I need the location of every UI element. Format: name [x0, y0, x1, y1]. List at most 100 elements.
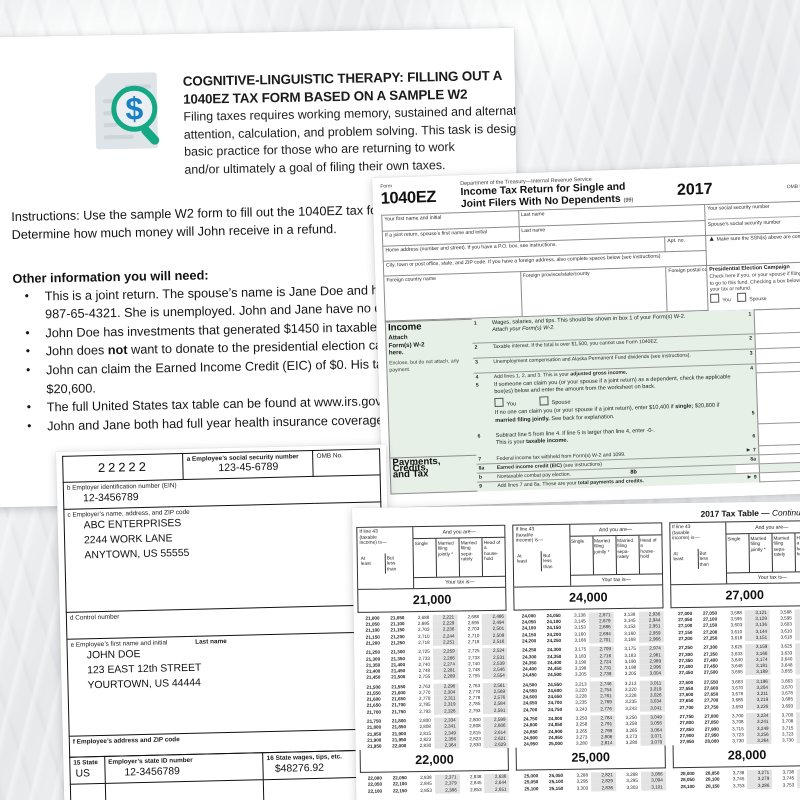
line-2-amount[interactable] [754, 330, 800, 349]
tax-header-mfs: Married filing sepa-rately [616, 535, 640, 575]
presidential-election-campaign[interactable]: Presidential Election Campaign Check her… [706, 261, 800, 312]
tax-table-columns: If line 43 (taxable income) is— At least But l… [356, 520, 800, 795]
tax-table-rows: 27,00027,0503,5883,1213,5883,38627,05027… [670, 606, 800, 745]
line-5-text: If someone can claim you (or your spouse… [492, 373, 735, 432]
document-magnifier-dollar-icon: $ [94, 68, 173, 153]
tax-table-band-heading: 28,000 [672, 743, 800, 769]
line-2-no: 2 [472, 342, 492, 358]
line-5-spouse-checkbox[interactable] [539, 396, 549, 406]
field-foreign-country[interactable]: Foreign country name [383, 271, 522, 321]
pec-spouse-label: Spouse [749, 296, 767, 303]
hero-block: $ COGNITIVE-LINGUISTIC THERAPY: FILLING … [50, 40, 523, 181]
tax-header-but-less-than: But less than [386, 555, 397, 572]
tax-header-single: Single [726, 534, 750, 573]
tax-table-band-heading: 27,000 [669, 583, 800, 609]
form-1040ez-identity-table: Your first name and initial Last name Yo… [381, 200, 800, 323]
tax-header-but-less-than: But less than [543, 552, 553, 569]
line-5-you-label: You [506, 401, 517, 408]
pec-you-checkbox[interactable] [710, 293, 720, 303]
tax-table-band-heading: 22,000 [359, 747, 510, 774]
tax-table-rows: 22,000 22,050 2,838 2,371 2,838 2,636 22,050 22… [360, 771, 510, 795]
tax-header-ifline: If line 43 (taxable income) is— At least But l… [513, 524, 571, 587]
form-number: 1040EZ [380, 187, 437, 208]
tax-year: 2017 [676, 180, 713, 199]
line-2-ref: 2 [731, 333, 755, 350]
tax-table-sheet: 2017 Tax Table — Continued If line 43 (ta… [352, 501, 800, 800]
line-5-spouse-label: Spouse [551, 399, 571, 407]
w2-state-value: US [75, 768, 91, 780]
income-section-label: Income Attach Form(s) W-2 here. Enclose,… [385, 319, 477, 459]
tax-header-and-you-are: And you are— Single Married filing jointly *… [413, 525, 506, 589]
field-apt-no[interactable]: Apt. no. [664, 235, 707, 252]
line-5-ref: 5 [751, 410, 755, 417]
tax-table-band-heading: 24,000 [513, 585, 664, 611]
tax-table-band-heading: 21,000 [357, 587, 507, 613]
pec-spouse-checkbox[interactable] [737, 292, 747, 302]
form-1040ez-income-table: Income Attach Form(s) W-2 here. Enclose,… [384, 306, 800, 495]
w2-box-e[interactable]: e Employee’s first name and initial Last… [66, 631, 387, 737]
tax-table-column: If line 43 (taxable income) is— At least But l… [512, 522, 666, 793]
line-9-amount[interactable] [759, 470, 800, 483]
tax-header-mfj: Married filing jointly * [749, 533, 773, 573]
ssn-warning-block: ▲ Make sure the SSN(s) above are correct… [705, 231, 800, 266]
omb-number: OMB No. 1545-0074 [786, 183, 800, 191]
line-5-amount[interactable] [755, 369, 800, 424]
form-w2-state-table: 15 State US Employer’s state ID number 1… [69, 749, 389, 800]
w2-state-id[interactable]: Employer’s state ID number 12-3456789 [104, 752, 264, 784]
w2-box-15-state[interactable]: 15 State US [69, 756, 106, 785]
form-1040ez: Form 1040EZ Department of the Treasury—I… [372, 162, 800, 508]
tax-header-mfj: Married filing jointly * [436, 538, 461, 577]
w2-box-c[interactable]: c Employer’s name, address, and ZIP code… [63, 501, 384, 613]
tax-table-rows: 21,000 21,050 2,688 2,221 2,688 2,486 21,050 21… [358, 611, 509, 750]
payments-section-label: Payments, Credits, and Tax [389, 455, 478, 495]
table-row: 22,100 22,150 2,853 2,386 2,853 2,651 [360, 786, 510, 794]
w2-omb: OMB No. [312, 448, 381, 477]
line-9-no: 9 [479, 483, 483, 490]
tax-table-rows: 24,000 24,050 3,138 2,671 3,138 2,936 24,050 24… [514, 608, 666, 747]
line-3-ref: 3 [732, 348, 756, 365]
tax-header-single: Single [413, 538, 438, 578]
line-6-amount[interactable] [757, 420, 800, 447]
line-1-no: 1 [471, 318, 491, 343]
field-foreign-postal[interactable]: Foreign postal code [665, 265, 709, 312]
field-foreign-province[interactable]: Foreign province/state/county [520, 266, 668, 317]
tax-header-mfj: Married filing jointly * [593, 536, 617, 575]
w2-box-a[interactable]: a Employee’s social security number 123-… [183, 450, 314, 480]
dollar-sign-icon: $ [125, 90, 144, 127]
form-w2: 22222 a Employee’s social security numbe… [56, 444, 395, 800]
w2-state-id-value: 12-3456789 [124, 766, 181, 779]
line-5-you-checkbox[interactable] [494, 397, 504, 407]
tax-header-and-you-are: And you are— Single Married filing jointly *… [569, 523, 662, 586]
tax-header-at-least: At least [672, 548, 699, 570]
line-9-ref: ► 9 [746, 474, 757, 482]
tax-table-header: If line 43 (taxable income) is— At least But l… [356, 524, 507, 590]
tax-header-single: Single [570, 536, 594, 575]
tax-table-rows: 25,000 25,050 3,288 2,821 3,288 3,086 25,050 25… [516, 769, 666, 793]
tax-header-mfs: Married filing sepa-rately [459, 538, 484, 577]
pec-you-label: You [722, 297, 731, 304]
tax-table-rows: 28,00028,0503,7383,2713,7383,53628,05028… [673, 766, 800, 790]
tax-table-header: If line 43 (taxable income) is— At least But l… [512, 522, 663, 588]
line-1-amount[interactable] [753, 307, 800, 334]
field-ssn-block[interactable]: Your social security number Spouse’s soc… [704, 200, 800, 236]
line-3-amount[interactable] [754, 345, 800, 364]
form-w2-table: 22222 a Employee’s social security numbe… [62, 448, 387, 758]
form-title-paren: (99) [623, 197, 634, 204]
tax-header-ifline: If line 43 (taxable income) is— At least But l… [669, 522, 728, 585]
w2-state-row2-b[interactable] [105, 779, 265, 800]
tax-table-column: If line 43 (taxable income) is— At least But l… [356, 524, 510, 795]
line-5-no: 5 [475, 382, 479, 389]
tax-header-at-least: At least [359, 553, 387, 574]
tax-header-and-you-are: And you are— Single Married filing jointly *… [726, 521, 800, 584]
tax-header-at-least: At least [515, 550, 543, 572]
w2-state-row2-a[interactable] [70, 783, 106, 800]
tax-table-column: If line 43 (taxable income) is— At least But l… [668, 520, 800, 790]
w2-control-number-top[interactable]: 22222 [62, 453, 184, 483]
tax-header-ifline: If line 43 (taxable income) is— At least But l… [357, 527, 415, 589]
line-6-ref: 6 [752, 433, 756, 440]
tax-table-band-heading: 25,000 [515, 745, 666, 771]
